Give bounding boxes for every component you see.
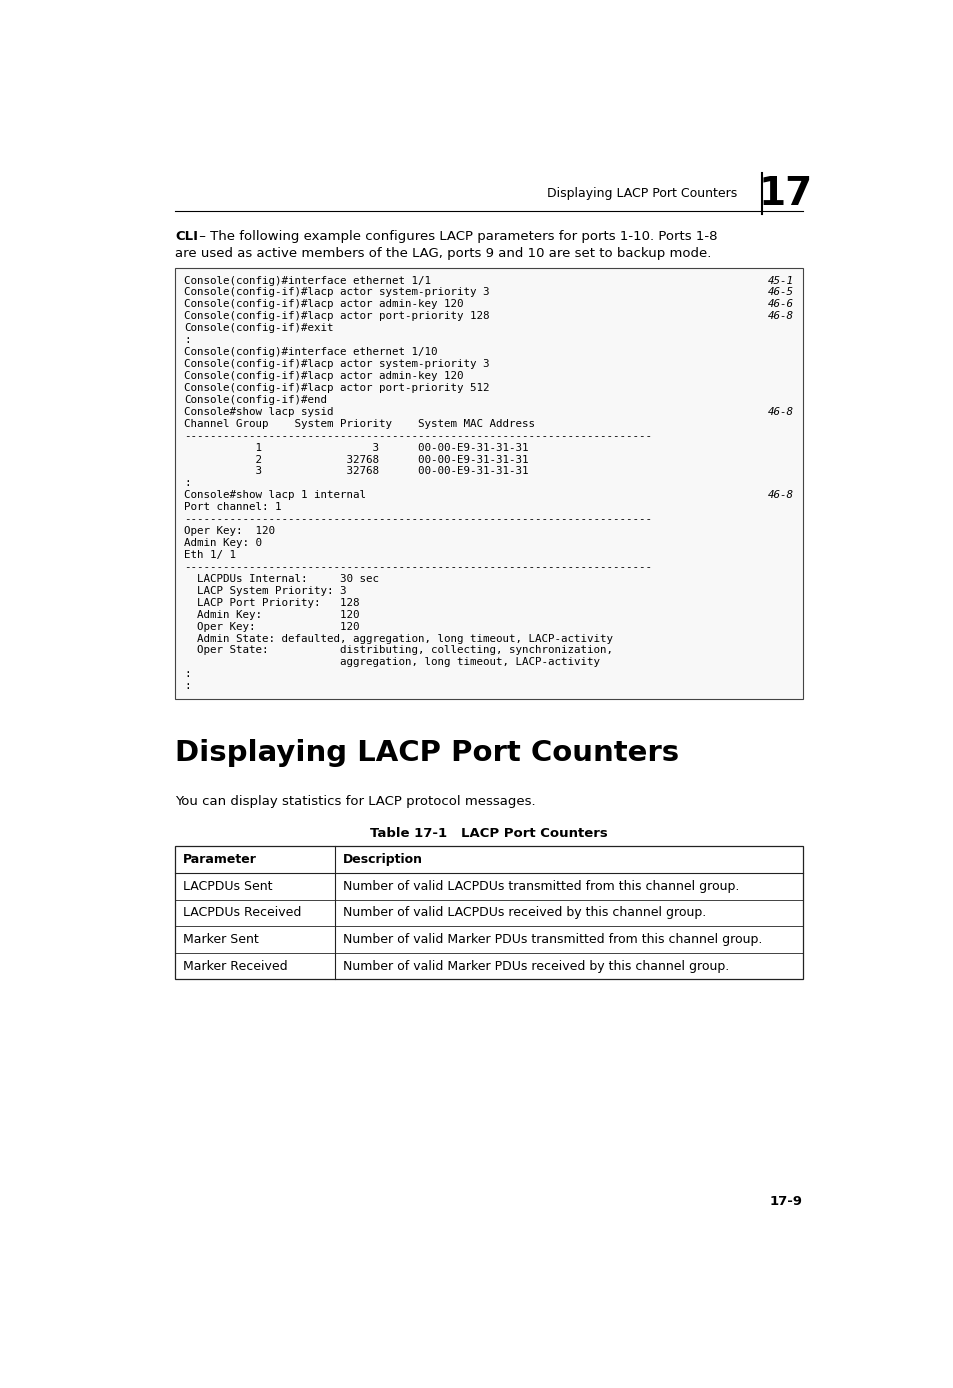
Text: Console(config-if)#lacp actor admin-key 120: Console(config-if)#lacp actor admin-key … [184, 371, 463, 380]
Text: Admin Key: 0: Admin Key: 0 [184, 539, 262, 548]
Text: Number of valid Marker PDUs transmitted from this channel group.: Number of valid Marker PDUs transmitted … [342, 933, 761, 947]
Text: LACPDUs Internal:     30 sec: LACPDUs Internal: 30 sec [184, 573, 379, 584]
Text: Number of valid LACPDUs received by this channel group.: Number of valid LACPDUs received by this… [342, 906, 705, 919]
Text: 46-8: 46-8 [767, 490, 793, 500]
Text: Number of valid LACPDUs transmitted from this channel group.: Number of valid LACPDUs transmitted from… [342, 880, 739, 892]
Text: – The following example configures LACP parameters for ports 1-10. Ports 1-8: – The following example configures LACP … [195, 229, 717, 243]
Text: LACPDUs Received: LACPDUs Received [183, 906, 301, 919]
Text: Port channel: 1: Port channel: 1 [184, 502, 281, 512]
Text: CLI: CLI [174, 229, 198, 243]
Bar [174, 847, 802, 980]
Text: Description: Description [342, 854, 422, 866]
Text: Displaying LACP Port Counters: Displaying LACP Port Counters [546, 187, 736, 200]
Text: 46-8: 46-8 [767, 407, 793, 416]
Text: aggregation, long timeout, LACP-activity: aggregation, long timeout, LACP-activity [184, 658, 599, 668]
Text: Console(config)#interface ethernet 1/1: Console(config)#interface ethernet 1/1 [184, 275, 431, 286]
Text: Console(config-if)#end: Console(config-if)#end [184, 394, 327, 405]
Text: 45-1: 45-1 [767, 275, 793, 286]
Text: are used as active members of the LAG, ports 9 and 10 are set to backup mode.: are used as active members of the LAG, p… [174, 247, 711, 260]
Text: 46-8: 46-8 [767, 311, 793, 321]
Text: Console#show lacp sysid: Console#show lacp sysid [184, 407, 334, 416]
Text: 46-6: 46-6 [767, 300, 793, 310]
Text: Table 17-1   LACP Port Counters: Table 17-1 LACP Port Counters [370, 827, 607, 840]
Text: Oper Key:  120: Oper Key: 120 [184, 526, 275, 536]
Text: Console(config-if)#exit: Console(config-if)#exit [184, 323, 334, 333]
Text: 3             32768      00-00-E9-31-31-31: 3 32768 00-00-E9-31-31-31 [184, 466, 528, 476]
Text: Console(config-if)#lacp actor port-priority 512: Console(config-if)#lacp actor port-prior… [184, 383, 489, 393]
Text: Oper Key:             120: Oper Key: 120 [184, 622, 359, 632]
Text: ------------------------------------------------------------------------: ----------------------------------------… [184, 562, 652, 572]
Text: 46-5: 46-5 [767, 287, 793, 297]
Text: LACPDUs Sent: LACPDUs Sent [183, 880, 272, 892]
Bar [174, 268, 802, 700]
Text: Channel Group    System Priority    System MAC Address: Channel Group System Priority System MAC… [184, 419, 535, 429]
Text: :: : [184, 479, 191, 489]
Text: Parameter: Parameter [183, 854, 256, 866]
Text: Console(config-if)#lacp actor system-priority 3: Console(config-if)#lacp actor system-pri… [184, 359, 489, 369]
Text: :: : [184, 335, 191, 346]
Text: Console(config-if)#lacp actor admin-key 120: Console(config-if)#lacp actor admin-key … [184, 300, 463, 310]
Text: LACP Port Priority:   128: LACP Port Priority: 128 [184, 598, 359, 608]
Text: 2             32768      00-00-E9-31-31-31: 2 32768 00-00-E9-31-31-31 [184, 454, 528, 465]
Text: Admin Key:            120: Admin Key: 120 [184, 609, 359, 619]
Text: :: : [184, 669, 191, 679]
Text: Admin State: defaulted, aggregation, long timeout, LACP-activity: Admin State: defaulted, aggregation, lon… [184, 633, 613, 644]
Text: Number of valid Marker PDUs received by this channel group.: Number of valid Marker PDUs received by … [342, 959, 728, 973]
Text: LACP System Priority: 3: LACP System Priority: 3 [184, 586, 347, 595]
Text: You can display statistics for LACP protocol messages.: You can display statistics for LACP prot… [174, 795, 536, 808]
Text: Oper State:           distributing, collecting, synchronization,: Oper State: distributing, collecting, sy… [184, 645, 613, 655]
Text: Console(config)#interface ethernet 1/10: Console(config)#interface ethernet 1/10 [184, 347, 437, 357]
Text: Marker Received: Marker Received [183, 959, 287, 973]
Text: Console#show lacp 1 internal: Console#show lacp 1 internal [184, 490, 366, 500]
Text: ------------------------------------------------------------------------: ----------------------------------------… [184, 430, 652, 440]
Text: 1                 3      00-00-E9-31-31-31: 1 3 00-00-E9-31-31-31 [184, 443, 528, 452]
Text: 17-9: 17-9 [769, 1195, 802, 1209]
Text: Console(config-if)#lacp actor system-priority 3: Console(config-if)#lacp actor system-pri… [184, 287, 489, 297]
Text: ------------------------------------------------------------------------: ----------------------------------------… [184, 514, 652, 525]
Text: Marker Sent: Marker Sent [183, 933, 258, 947]
Text: Displaying LACP Port Counters: Displaying LACP Port Counters [174, 740, 679, 768]
Text: Console(config-if)#lacp actor port-priority 128: Console(config-if)#lacp actor port-prior… [184, 311, 489, 321]
Text: 17: 17 [758, 175, 812, 212]
Text: :: : [184, 682, 191, 691]
Text: Eth 1/ 1: Eth 1/ 1 [184, 550, 236, 559]
